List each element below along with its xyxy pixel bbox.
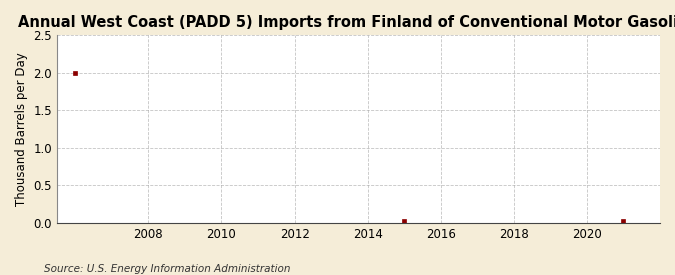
Y-axis label: Thousand Barrels per Day: Thousand Barrels per Day [15,52,28,206]
Text: Source: U.S. Energy Information Administration: Source: U.S. Energy Information Administ… [44,264,290,274]
Title: Annual West Coast (PADD 5) Imports from Finland of Conventional Motor Gasoline: Annual West Coast (PADD 5) Imports from … [18,15,675,30]
